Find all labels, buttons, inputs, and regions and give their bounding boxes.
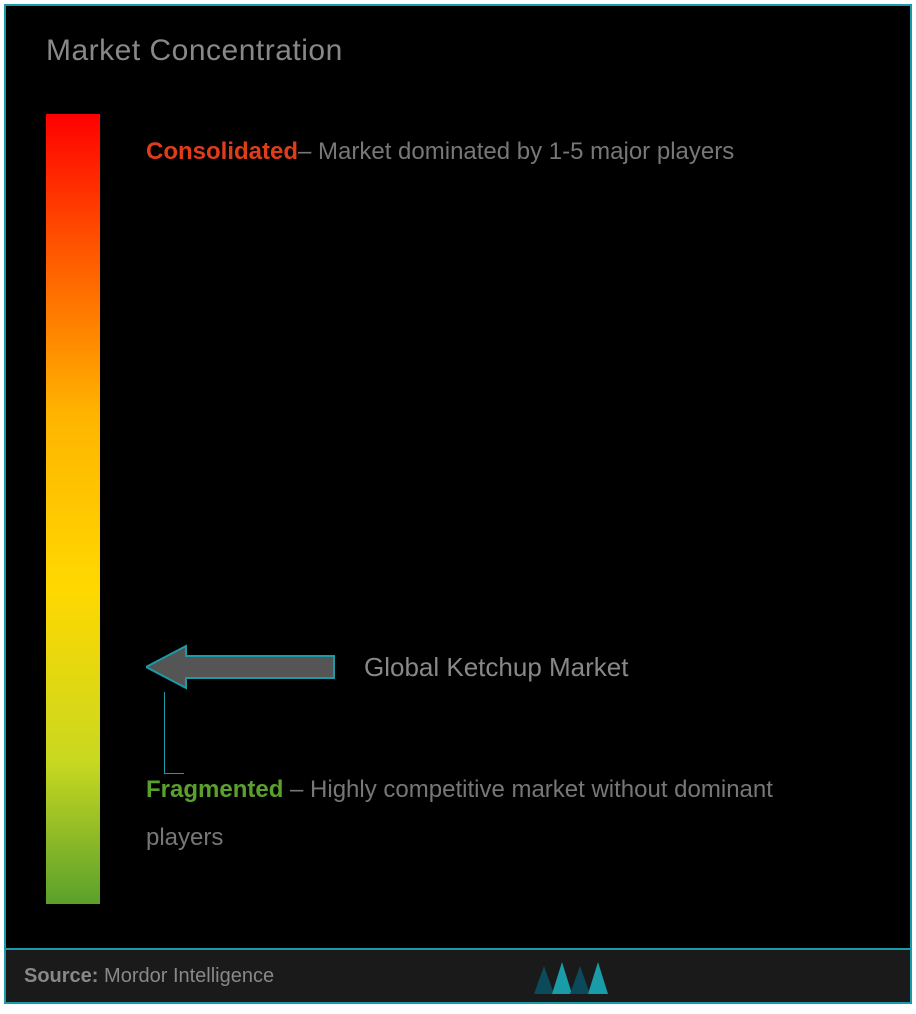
concentration-gradient-bar <box>46 114 100 904</box>
arrow-left-icon <box>146 644 336 690</box>
market-name: Global Ketchup Market <box>364 652 628 683</box>
logo-bar <box>552 962 572 994</box>
logo-bar <box>570 966 590 994</box>
page-title: Market Concentration <box>46 34 343 68</box>
infographic-frame: Market Concentration Consolidated– Marke… <box>4 4 912 1004</box>
labels-area: Consolidated– Market dominated by 1-5 ma… <box>146 114 866 904</box>
consolidated-label: Consolidated– Market dominated by 1-5 ma… <box>146 134 734 170</box>
market-marker: Global Ketchup Market <box>146 644 628 690</box>
fragmented-label: Fragmented – Highly competitive market w… <box>146 766 846 862</box>
source-text: Source: Mordor Intelligence <box>24 965 274 988</box>
consolidated-key: Consolidated <box>146 138 298 165</box>
fragmented-key: Fragmented <box>146 776 283 803</box>
logo-bar <box>588 962 608 994</box>
footer-bar: Source: Mordor Intelligence <box>6 948 910 1002</box>
brand-logo-icon <box>530 958 610 994</box>
logo-bar <box>534 966 554 994</box>
consolidated-desc: – Market dominated by 1-5 major players <box>298 138 734 165</box>
source-value: Mordor Intelligence <box>104 965 274 987</box>
source-label: Source: <box>24 965 98 987</box>
connector-line <box>164 692 165 774</box>
